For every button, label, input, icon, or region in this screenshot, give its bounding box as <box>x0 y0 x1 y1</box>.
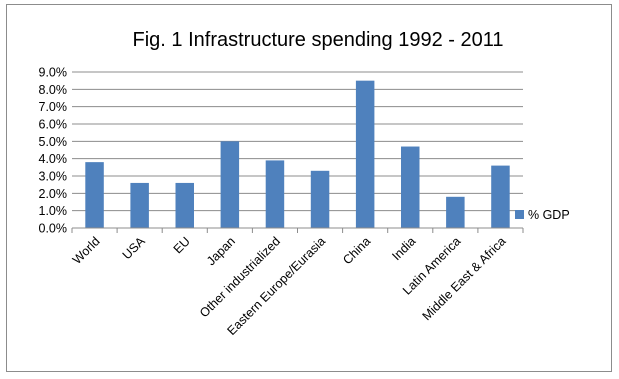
x-tick-label: India <box>389 234 418 263</box>
y-tick-label: 8.0% <box>39 83 68 97</box>
y-tick-label: 0.0% <box>39 222 68 236</box>
y-tick-label: 3.0% <box>39 170 68 184</box>
chart-title: Fig. 1 Infrastructure spending 1992 - 20… <box>133 29 504 51</box>
bar-middle-east-africa <box>491 165 510 228</box>
y-tick-label: 2.0% <box>39 187 68 201</box>
legend-swatch <box>515 210 524 219</box>
x-tick-label: World <box>70 234 103 267</box>
x-axis <box>71 227 524 233</box>
bar-china <box>355 80 375 229</box>
bar-india <box>401 146 420 228</box>
bar-japan <box>220 141 240 228</box>
chart-frame <box>6 4 612 372</box>
bar-other-industrialized <box>265 160 285 228</box>
bar-eastern-europe-eurasia <box>310 170 330 228</box>
bars <box>85 80 510 229</box>
bar-eu <box>175 182 194 228</box>
legend: % GDP <box>515 208 570 222</box>
y-tick-label: 5.0% <box>39 135 68 149</box>
y-tick-label: 4.0% <box>39 152 68 166</box>
x-tick-label: China <box>340 234 373 267</box>
bar-world <box>85 162 104 228</box>
y-tick-label: 6.0% <box>39 118 68 132</box>
bar-latin-america <box>446 196 465 228</box>
x-tick-label: USA <box>120 234 149 263</box>
x-tick-label: Other industrialized <box>197 234 283 320</box>
y-tick-label: 1.0% <box>39 204 68 218</box>
x-tick-label: EU <box>171 234 193 256</box>
x-tick-label: Middle East & Africa <box>420 234 509 323</box>
x-tick-label: Japan <box>204 234 238 268</box>
bar-usa <box>130 182 149 228</box>
y-axis-ticks: 0.0% 1.0% 2.0% 3.0% 4.0% 5.0% 6.0% 7.0% 8.0% 9.0% <box>39 66 68 236</box>
y-tick-label: 7.0% <box>39 100 68 114</box>
y-tick-label: 9.0% <box>39 66 68 80</box>
legend-label: % GDP <box>528 208 570 222</box>
